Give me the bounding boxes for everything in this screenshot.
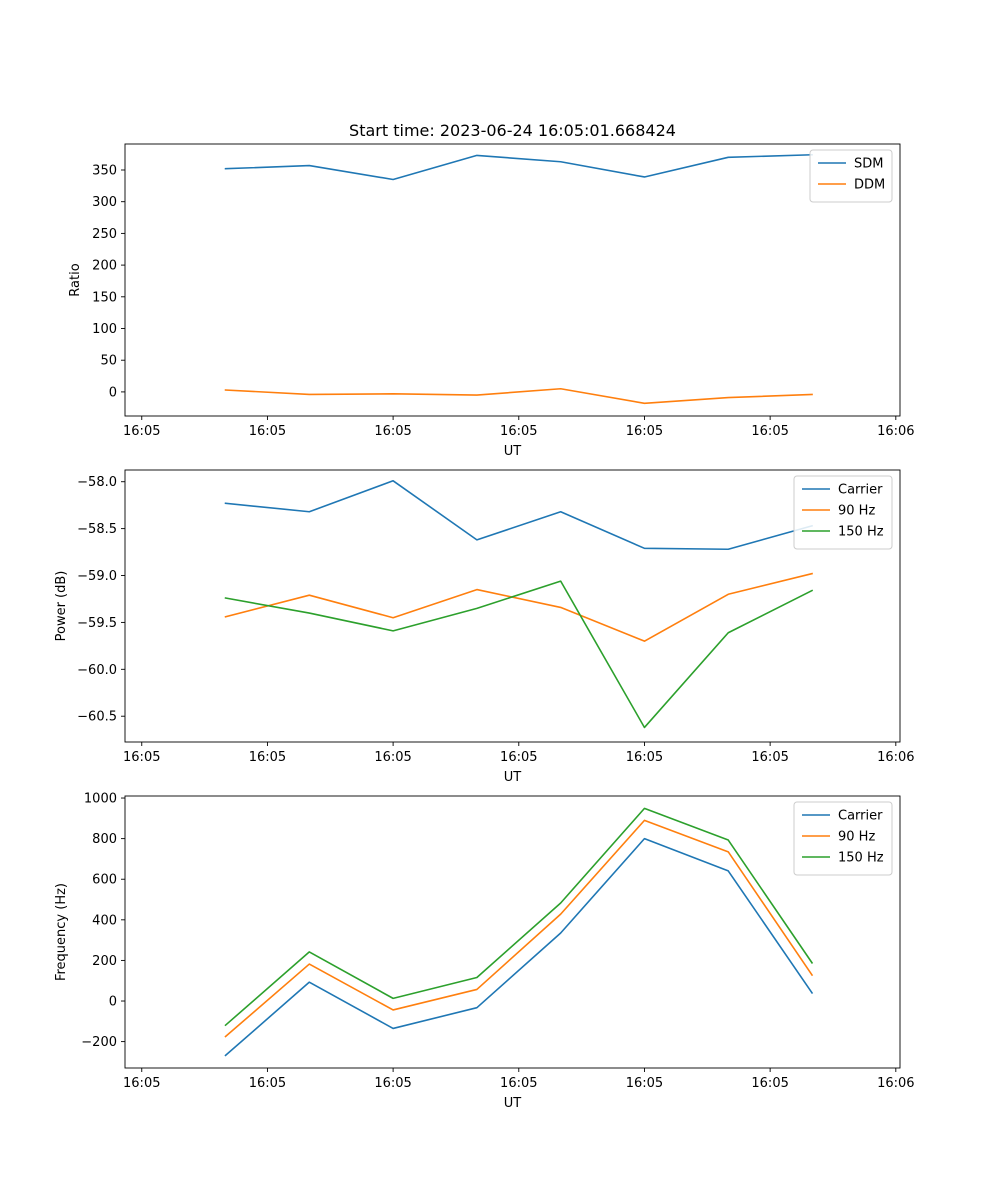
y-tick-label: 0 [109,385,117,400]
y-tick-label: −58.0 [77,475,117,490]
y-axis-label: Frequency (Hz) [54,883,69,981]
y-axis-label: Ratio [68,263,83,296]
x-tick-label: 16:06 [877,1076,914,1091]
y-tick-label: 50 [100,354,117,369]
x-axis-label: UT [504,444,522,459]
y-tick-label: 0 [109,995,117,1010]
x-tick-label: 16:05 [626,750,663,765]
y-tick-label: 250 [92,227,117,242]
y-tick-label: 200 [92,954,117,969]
x-tick-label: 16:06 [877,424,914,439]
y-tick-label: −58.5 [77,522,117,537]
y-tick-label: −200 [81,1035,117,1050]
x-axis-label: UT [504,1096,522,1111]
y-tick-label: −59.5 [77,616,117,631]
y-tick-label: −59.0 [77,569,117,584]
legend-label: 90 Hz [838,504,875,519]
y-tick-label: −60.0 [77,663,117,678]
axes-frame [124,143,901,417]
chart-1: Start time: 2023-06-24 16:05:01.668424 16… [68,121,915,459]
series-line-sdm [224,153,813,181]
x-tick-label: 16:05 [751,1076,788,1091]
x-tick-label: 16:05 [626,1076,663,1091]
x-tick-label: 16:05 [626,424,663,439]
x-tick-label: 16:05 [500,424,537,439]
chart-3: 16:05 16:05 16:05 16:05 16:05 16:05 16:06 −200 0… [54,792,915,1111]
x-tick-label: 16:05 [123,750,160,765]
legend-label: DDM [854,178,885,193]
series-line-90-hz [224,572,813,642]
series-line-carrier [224,479,814,551]
series-line-ddm [224,387,813,405]
x-tick-label: 16:05 [123,424,160,439]
x-tick-label: 16:05 [249,1076,286,1091]
x-tick-label: 16:05 [374,424,411,439]
chart-2: 16:05 16:05 16:05 16:05 16:05 16:05 16:06 −60.5… [54,469,915,785]
legend-label: 150 Hz [838,851,884,866]
legend-label: SDM [854,157,883,172]
series-line-90-hz [224,819,814,1038]
x-tick-label: 16:05 [249,424,286,439]
y-tick-label: 300 [92,195,117,210]
y-tick-label: 350 [92,163,117,178]
legend: Carrier 90 Hz 150 Hz [793,475,893,550]
x-tick-label: 16:05 [249,750,286,765]
axes-frame [124,469,901,743]
x-tick-label: 16:06 [877,750,914,765]
x-tick-label: 16:05 [374,750,411,765]
x-tick-label: 16:05 [751,424,788,439]
axes-frame [124,795,901,1069]
x-axis-label: UT [504,770,522,785]
legend-label: 150 Hz [838,525,884,540]
y-tick-label: −60.5 [77,710,117,725]
legend-label: Carrier [838,483,883,498]
y-tick-label: 800 [92,832,117,847]
chart-title: Start time: 2023-06-24 16:05:01.668424 [349,121,676,140]
legend-label: 90 Hz [838,830,875,845]
x-tick-label: 16:05 [374,1076,411,1091]
series-line-150-hz [224,807,814,1027]
legend-label: Carrier [838,809,883,824]
series-line-150-hz [224,580,814,729]
legend: SDM DDM [809,149,893,203]
x-tick-label: 16:05 [500,1076,537,1091]
y-axis-label: Power (dB) [54,571,69,642]
y-tick-label: 150 [92,290,117,305]
y-tick-label: 400 [92,913,117,928]
legend: Carrier 90 Hz 150 Hz [793,801,893,876]
series-line-carrier [224,837,814,1057]
y-tick-label: 600 [92,873,117,888]
x-tick-label: 16:05 [500,750,537,765]
x-tick-label: 16:05 [123,1076,160,1091]
y-tick-label: 100 [92,322,117,337]
y-tick-label: 1000 [84,792,117,807]
x-tick-label: 16:05 [751,750,788,765]
y-tick-label: 200 [92,259,117,274]
